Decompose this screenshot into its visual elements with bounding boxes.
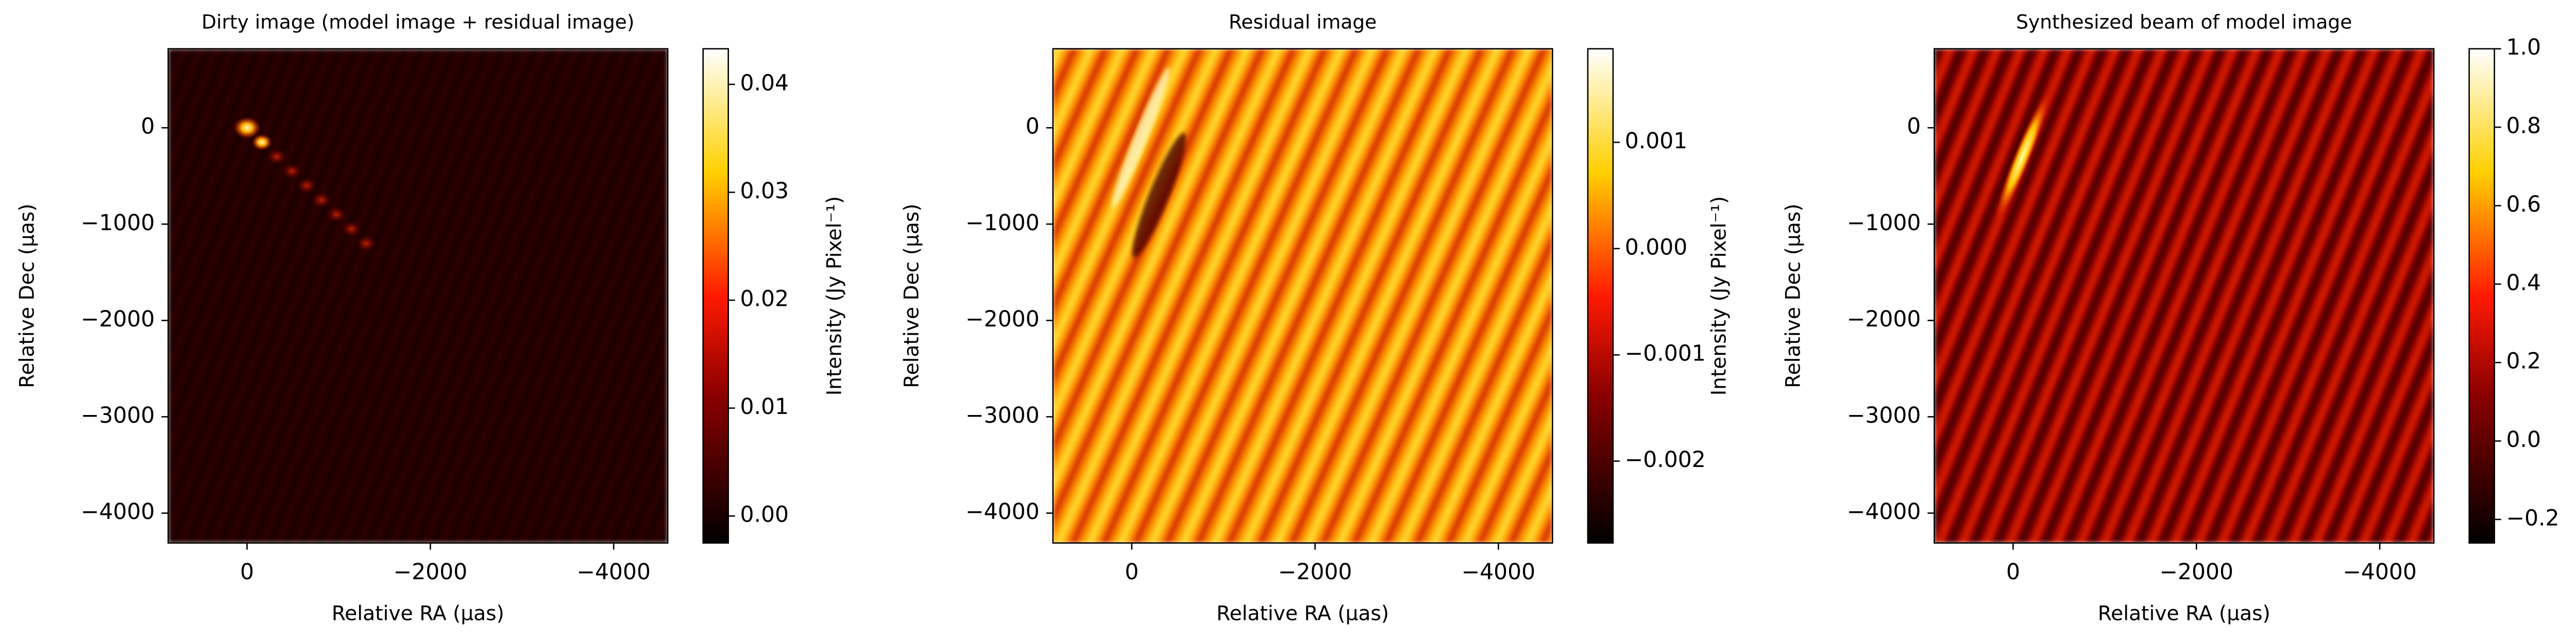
image	[1934, 48, 2434, 543]
colorbar-tick-label: −0.002	[1625, 447, 1706, 473]
jet-feature	[311, 192, 332, 209]
panel-title: Synthesized beam of model image	[2016, 11, 2352, 33]
panel-title: Dirty image (model image + residual imag…	[201, 11, 634, 33]
image-texture	[1934, 48, 2434, 543]
y-tick-label: −1000	[81, 211, 155, 236]
colorbar	[2468, 48, 2495, 544]
x-tick-label: −2000	[394, 560, 468, 585]
y-tick-label: −1000	[1847, 211, 1921, 236]
y-axis-label: Relative Dec (μas)	[15, 203, 39, 388]
beam-core	[1996, 94, 2049, 219]
y-tick-label: −3000	[965, 403, 1040, 428]
x-tick-label: 0	[1125, 560, 1139, 585]
x-axis-label: Relative RA (μas)	[2098, 602, 2270, 626]
image	[168, 48, 668, 543]
y-tick-label: −1000	[965, 211, 1040, 236]
colorbar-tick-label: 0.001	[1625, 129, 1687, 154]
colorbar-tick-label: 0.0	[2506, 427, 2540, 453]
colorbar-tick-label: 0.03	[740, 179, 789, 204]
colorbar-tick-label: −0.001	[1625, 341, 1706, 367]
bright-feature	[1112, 67, 1170, 208]
x-tick-label: −2000	[2160, 560, 2234, 585]
y-tick-label: −3000	[81, 403, 155, 428]
x-axis-label: Relative RA (μas)	[1216, 602, 1389, 626]
colorbar-tick-label: 0.000	[1625, 235, 1687, 260]
colorbar-tick-label: 0.4	[2506, 270, 2540, 296]
jet-feature	[233, 117, 261, 139]
jet-feature	[296, 177, 317, 194]
jet-feature	[356, 235, 377, 252]
y-tick-label: −4000	[965, 499, 1040, 525]
y-tick-label: 0	[1907, 114, 1921, 140]
x-tick-label: 0	[240, 560, 254, 585]
x-tick-label: −2000	[1278, 560, 1352, 585]
colorbar-tick-label: 0.2	[2506, 349, 2540, 374]
colorbar-label: Intensity (Jy Pixel⁻¹)	[1708, 196, 1731, 396]
y-axis-label: Relative Dec (μas)	[1782, 203, 1805, 388]
x-tick-label: −4000	[577, 560, 651, 585]
colorbar	[1587, 48, 1614, 544]
y-tick-label: −4000	[1847, 499, 1921, 525]
x-tick-label: −4000	[2343, 560, 2417, 585]
y-tick-label: −4000	[81, 499, 155, 525]
jet-feature	[326, 206, 347, 223]
y-axis-label: Relative Dec (μas)	[901, 203, 924, 388]
colorbar-tick-label: 0.01	[740, 394, 789, 420]
y-tick-label: −2000	[1847, 307, 1921, 332]
jet-feature	[341, 220, 362, 237]
jet-feature	[251, 134, 272, 150]
colorbar-tick-label: 0.6	[2506, 192, 2540, 217]
colorbar	[702, 48, 729, 544]
jet-feature	[266, 148, 287, 165]
colorbar-tick-label: 0.02	[740, 287, 789, 312]
dark-feature	[1132, 132, 1187, 258]
y-tick-label: 0	[141, 114, 155, 140]
x-tick-label: 0	[2006, 560, 2020, 585]
colorbar-tick-label: −0.2	[2506, 506, 2559, 531]
colorbar-label: Intensity (Jy Pixel⁻¹)	[823, 196, 846, 396]
colorbar-tick-label: 0.00	[740, 503, 789, 528]
y-tick-label: −2000	[81, 307, 155, 332]
jet-feature	[281, 163, 302, 180]
y-tick-label: −2000	[965, 307, 1040, 332]
colorbar-tick-label: 0.04	[740, 71, 789, 96]
image-frame	[167, 48, 669, 544]
image-texture	[1053, 48, 1553, 543]
image	[1053, 48, 1553, 543]
y-tick-label: 0	[1026, 114, 1040, 140]
colorbar-tick-label: 0.8	[2506, 114, 2540, 139]
x-axis-label: Relative RA (μas)	[332, 602, 504, 626]
panel-title: Residual image	[1229, 11, 1377, 33]
image-frame	[1934, 48, 2435, 544]
x-tick-label: −4000	[1462, 560, 1536, 585]
image-frame	[1052, 48, 1553, 544]
y-tick-label: −3000	[1847, 403, 1921, 428]
colorbar-tick-label: 1.0	[2506, 35, 2540, 60]
